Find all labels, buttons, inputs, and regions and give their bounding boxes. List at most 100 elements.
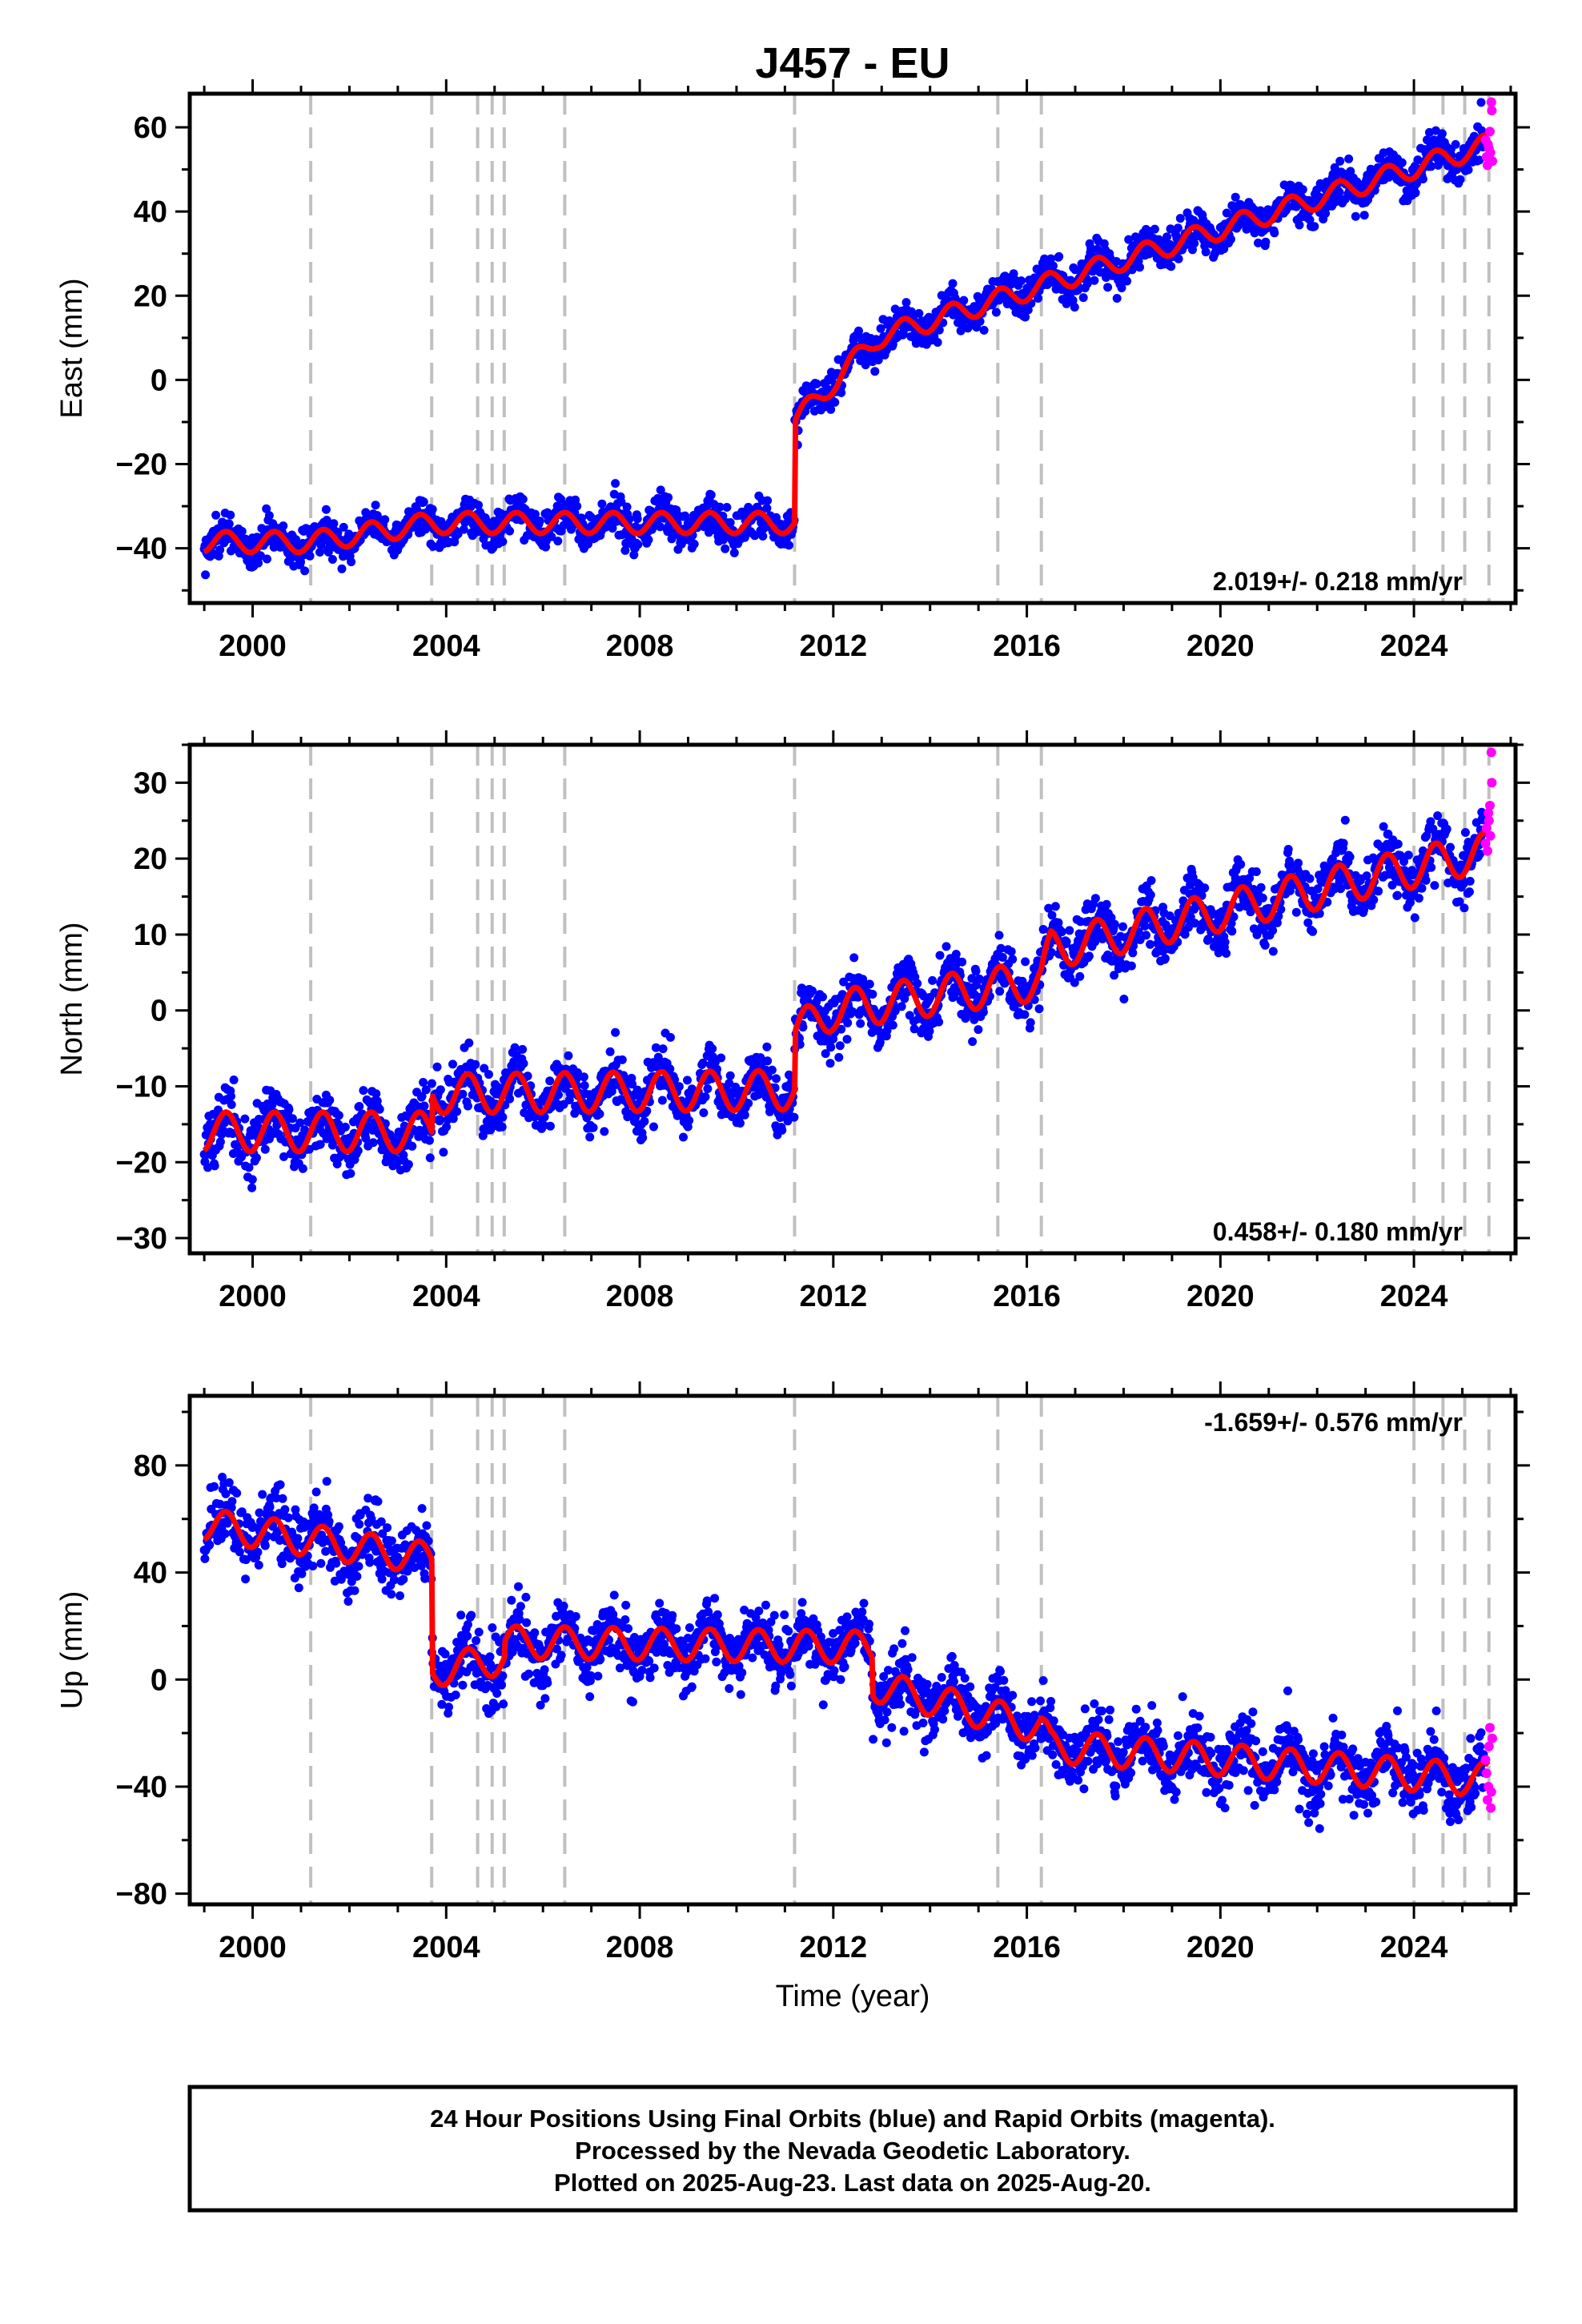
final-point (224, 1478, 234, 1487)
final-point (837, 388, 846, 397)
final-point (334, 1111, 343, 1120)
final-point (689, 539, 699, 549)
final-point (262, 504, 271, 513)
final-point (1464, 165, 1473, 175)
final-point (1362, 871, 1371, 881)
final-point (505, 526, 515, 536)
final-point (600, 1127, 609, 1136)
final-point (1190, 919, 1199, 928)
y-tick-label: 40 (134, 195, 167, 229)
final-point (991, 308, 1001, 317)
final-point (995, 987, 1005, 996)
final-point (1335, 156, 1345, 166)
final-point (1397, 158, 1407, 167)
final-point (611, 479, 620, 489)
final-point (442, 1122, 452, 1132)
final-point (439, 1148, 448, 1157)
final-point (1465, 887, 1474, 897)
final-point (1442, 824, 1452, 834)
final-point (224, 519, 234, 529)
final-point (729, 548, 739, 557)
final-point (1017, 276, 1026, 286)
y-tick-label: −20 (116, 1146, 167, 1180)
plot-frame (187, 91, 1518, 605)
final-point (1345, 852, 1355, 862)
x-tick-label: 2024 (1380, 629, 1448, 663)
final-point (865, 979, 874, 989)
final-point (1040, 254, 1050, 263)
final-point (1046, 254, 1056, 263)
final-point (221, 1489, 231, 1498)
x-tick-label: 2000 (219, 629, 287, 663)
final-point (573, 1068, 582, 1077)
final-point (1220, 937, 1230, 947)
final-point (736, 1119, 745, 1128)
final-point (785, 541, 793, 550)
final-point (1258, 893, 1267, 903)
final-point (1021, 957, 1030, 967)
final-point (1102, 899, 1111, 909)
final-point (1410, 913, 1419, 923)
final-point (420, 1101, 429, 1111)
final-point (564, 1096, 574, 1104)
final-point (421, 1085, 431, 1095)
final-point (1190, 239, 1199, 248)
final-point (658, 1044, 668, 1054)
final-point (1146, 939, 1155, 949)
final-point (1054, 251, 1064, 261)
final-point (873, 356, 883, 364)
final-point (1295, 220, 1304, 230)
y-tick-label: 10 (134, 919, 167, 952)
final-point (1146, 891, 1155, 899)
final-point (293, 1534, 303, 1543)
final-point (346, 1168, 355, 1178)
final-point (1034, 1004, 1044, 1014)
final-point (352, 1571, 362, 1581)
final-point (287, 1114, 297, 1124)
final-point (1034, 294, 1043, 303)
final-point (1049, 261, 1058, 271)
final-point (1254, 238, 1263, 247)
final-point (1346, 167, 1355, 176)
final-point (656, 522, 665, 532)
rapid-point (1486, 747, 1496, 758)
final-point (1020, 1010, 1030, 1019)
final-point (834, 1052, 844, 1062)
final-point (1227, 927, 1237, 936)
x-tick-label: 2008 (606, 1280, 674, 1313)
final-point (620, 545, 630, 555)
y-tick-label: 0 (151, 364, 167, 397)
final-point (1026, 1018, 1035, 1027)
final-point (267, 1100, 277, 1110)
final-point (585, 1132, 595, 1142)
y-axis-label: North (mm) (55, 922, 89, 1076)
x-tick-label: 2012 (800, 1280, 868, 1313)
final-point (1310, 222, 1319, 231)
final-point (311, 1487, 321, 1497)
final-point (638, 1133, 648, 1143)
final-point (1403, 850, 1413, 860)
y-tick-label: −20 (116, 448, 167, 482)
rapid-point (1487, 778, 1497, 788)
final-point (523, 1072, 532, 1081)
final-point (1298, 185, 1307, 195)
final-point (632, 514, 642, 524)
final-point (484, 1070, 493, 1080)
final-point (359, 1086, 368, 1096)
final-point (497, 1122, 507, 1132)
final-point (1430, 881, 1439, 891)
final-point (1344, 154, 1354, 163)
final-point (371, 501, 380, 510)
final-point (772, 1074, 781, 1084)
final-point (343, 1597, 353, 1606)
final-point (556, 494, 565, 504)
final-point (354, 1562, 363, 1571)
final-point (1256, 883, 1266, 892)
final-point (679, 1132, 688, 1142)
final-point (579, 1072, 588, 1082)
final-point (1086, 243, 1096, 253)
final-point (368, 1138, 378, 1148)
final-point (247, 1175, 257, 1184)
final-point (704, 528, 713, 537)
